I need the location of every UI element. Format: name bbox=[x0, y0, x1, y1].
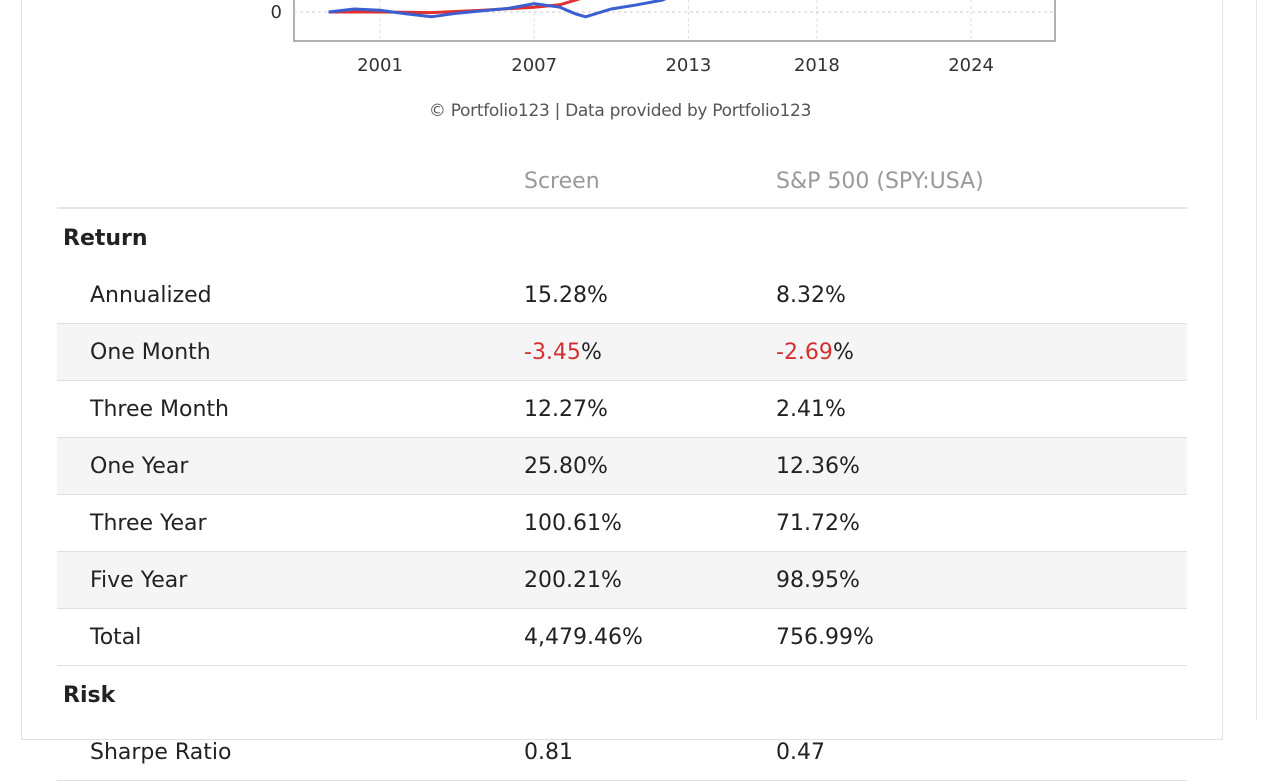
screen-value: 15.28% bbox=[523, 267, 775, 324]
screen-value: 12.27% bbox=[523, 380, 775, 438]
section-title-risk: Risk bbox=[63, 682, 116, 708]
row-label: Sharpe Ratio bbox=[57, 724, 523, 781]
header-spy: S&P 500 (SPY:USA) bbox=[775, 155, 1187, 209]
screen-value: 100.61% bbox=[523, 494, 775, 552]
screen-value: -3.45% bbox=[523, 323, 775, 381]
x-tick-label: 2013 bbox=[665, 55, 711, 76]
spy-value: 98.95% bbox=[775, 551, 1187, 609]
row-label: Three Year bbox=[57, 494, 523, 552]
row-label: Three Month bbox=[57, 380, 523, 438]
spy-value: 8.32% bbox=[775, 267, 1187, 324]
row-label: Annualized bbox=[57, 267, 523, 324]
row-label: One Year bbox=[57, 437, 523, 495]
table-row: Five Year 200.21% 98.95% bbox=[57, 551, 1187, 609]
negative-value: -2.69 bbox=[776, 339, 833, 365]
chart-credit: © Portfolio123 | Data provided by Portfo… bbox=[428, 101, 812, 121]
x-tick-label: 2007 bbox=[511, 55, 557, 76]
table-header-row: Screen S&P 500 (SPY:USA) bbox=[57, 155, 1187, 209]
table-row: One Year 25.80% 12.36% bbox=[57, 437, 1187, 495]
row-label: Five Year bbox=[57, 551, 523, 609]
header-screen: Screen bbox=[523, 155, 775, 209]
x-tick-label: 2001 bbox=[357, 55, 403, 76]
percent-sign: % bbox=[580, 339, 602, 365]
spy-value: 2.41% bbox=[775, 380, 1187, 438]
screen-value: 200.21% bbox=[523, 551, 775, 609]
spy-value: 756.99% bbox=[775, 608, 1187, 666]
x-tick-label: 2024 bbox=[948, 55, 994, 76]
negative-value: -3.45 bbox=[524, 339, 581, 365]
screen-value: 0.81 bbox=[523, 724, 775, 781]
percent-sign: % bbox=[832, 339, 854, 365]
y-tick-label: 0 bbox=[271, 2, 282, 23]
spy-value: 71.72% bbox=[775, 494, 1187, 552]
section-title-return: Return bbox=[63, 225, 148, 251]
table-row: Sharpe Ratio 0.81 0.47 bbox=[57, 724, 1187, 781]
screen-value: 4,479.46% bbox=[523, 608, 775, 666]
x-tick-label: 2018 bbox=[794, 55, 840, 76]
header-label bbox=[57, 155, 523, 209]
series-line-screen bbox=[328, 0, 667, 19]
table-row: Three Year 100.61% 71.72% bbox=[57, 494, 1187, 552]
row-label: One Month bbox=[57, 323, 523, 381]
spy-value: 0.47 bbox=[775, 724, 1187, 781]
table-row: Annualized 15.28% 8.32% bbox=[57, 267, 1187, 324]
spy-value: -2.69% bbox=[775, 323, 1187, 381]
table-row: One Month -3.45% -2.69% bbox=[57, 323, 1187, 381]
table-row: Three Month 12.27% 2.41% bbox=[57, 380, 1187, 438]
table-row: Total 4,479.46% 756.99% bbox=[57, 608, 1187, 666]
spy-value: 12.36% bbox=[775, 437, 1187, 495]
row-label: Total bbox=[57, 608, 523, 666]
performance-chart: 0 2001 2007 2013 2018 2024 bbox=[271, 0, 1056, 76]
plot-area bbox=[293, 0, 1056, 42]
performance-table: Screen S&P 500 (SPY:USA) Return Annualiz… bbox=[57, 155, 1187, 781]
screen-value: 25.80% bbox=[523, 437, 775, 495]
scrollbar-track[interactable] bbox=[1256, 0, 1257, 720]
